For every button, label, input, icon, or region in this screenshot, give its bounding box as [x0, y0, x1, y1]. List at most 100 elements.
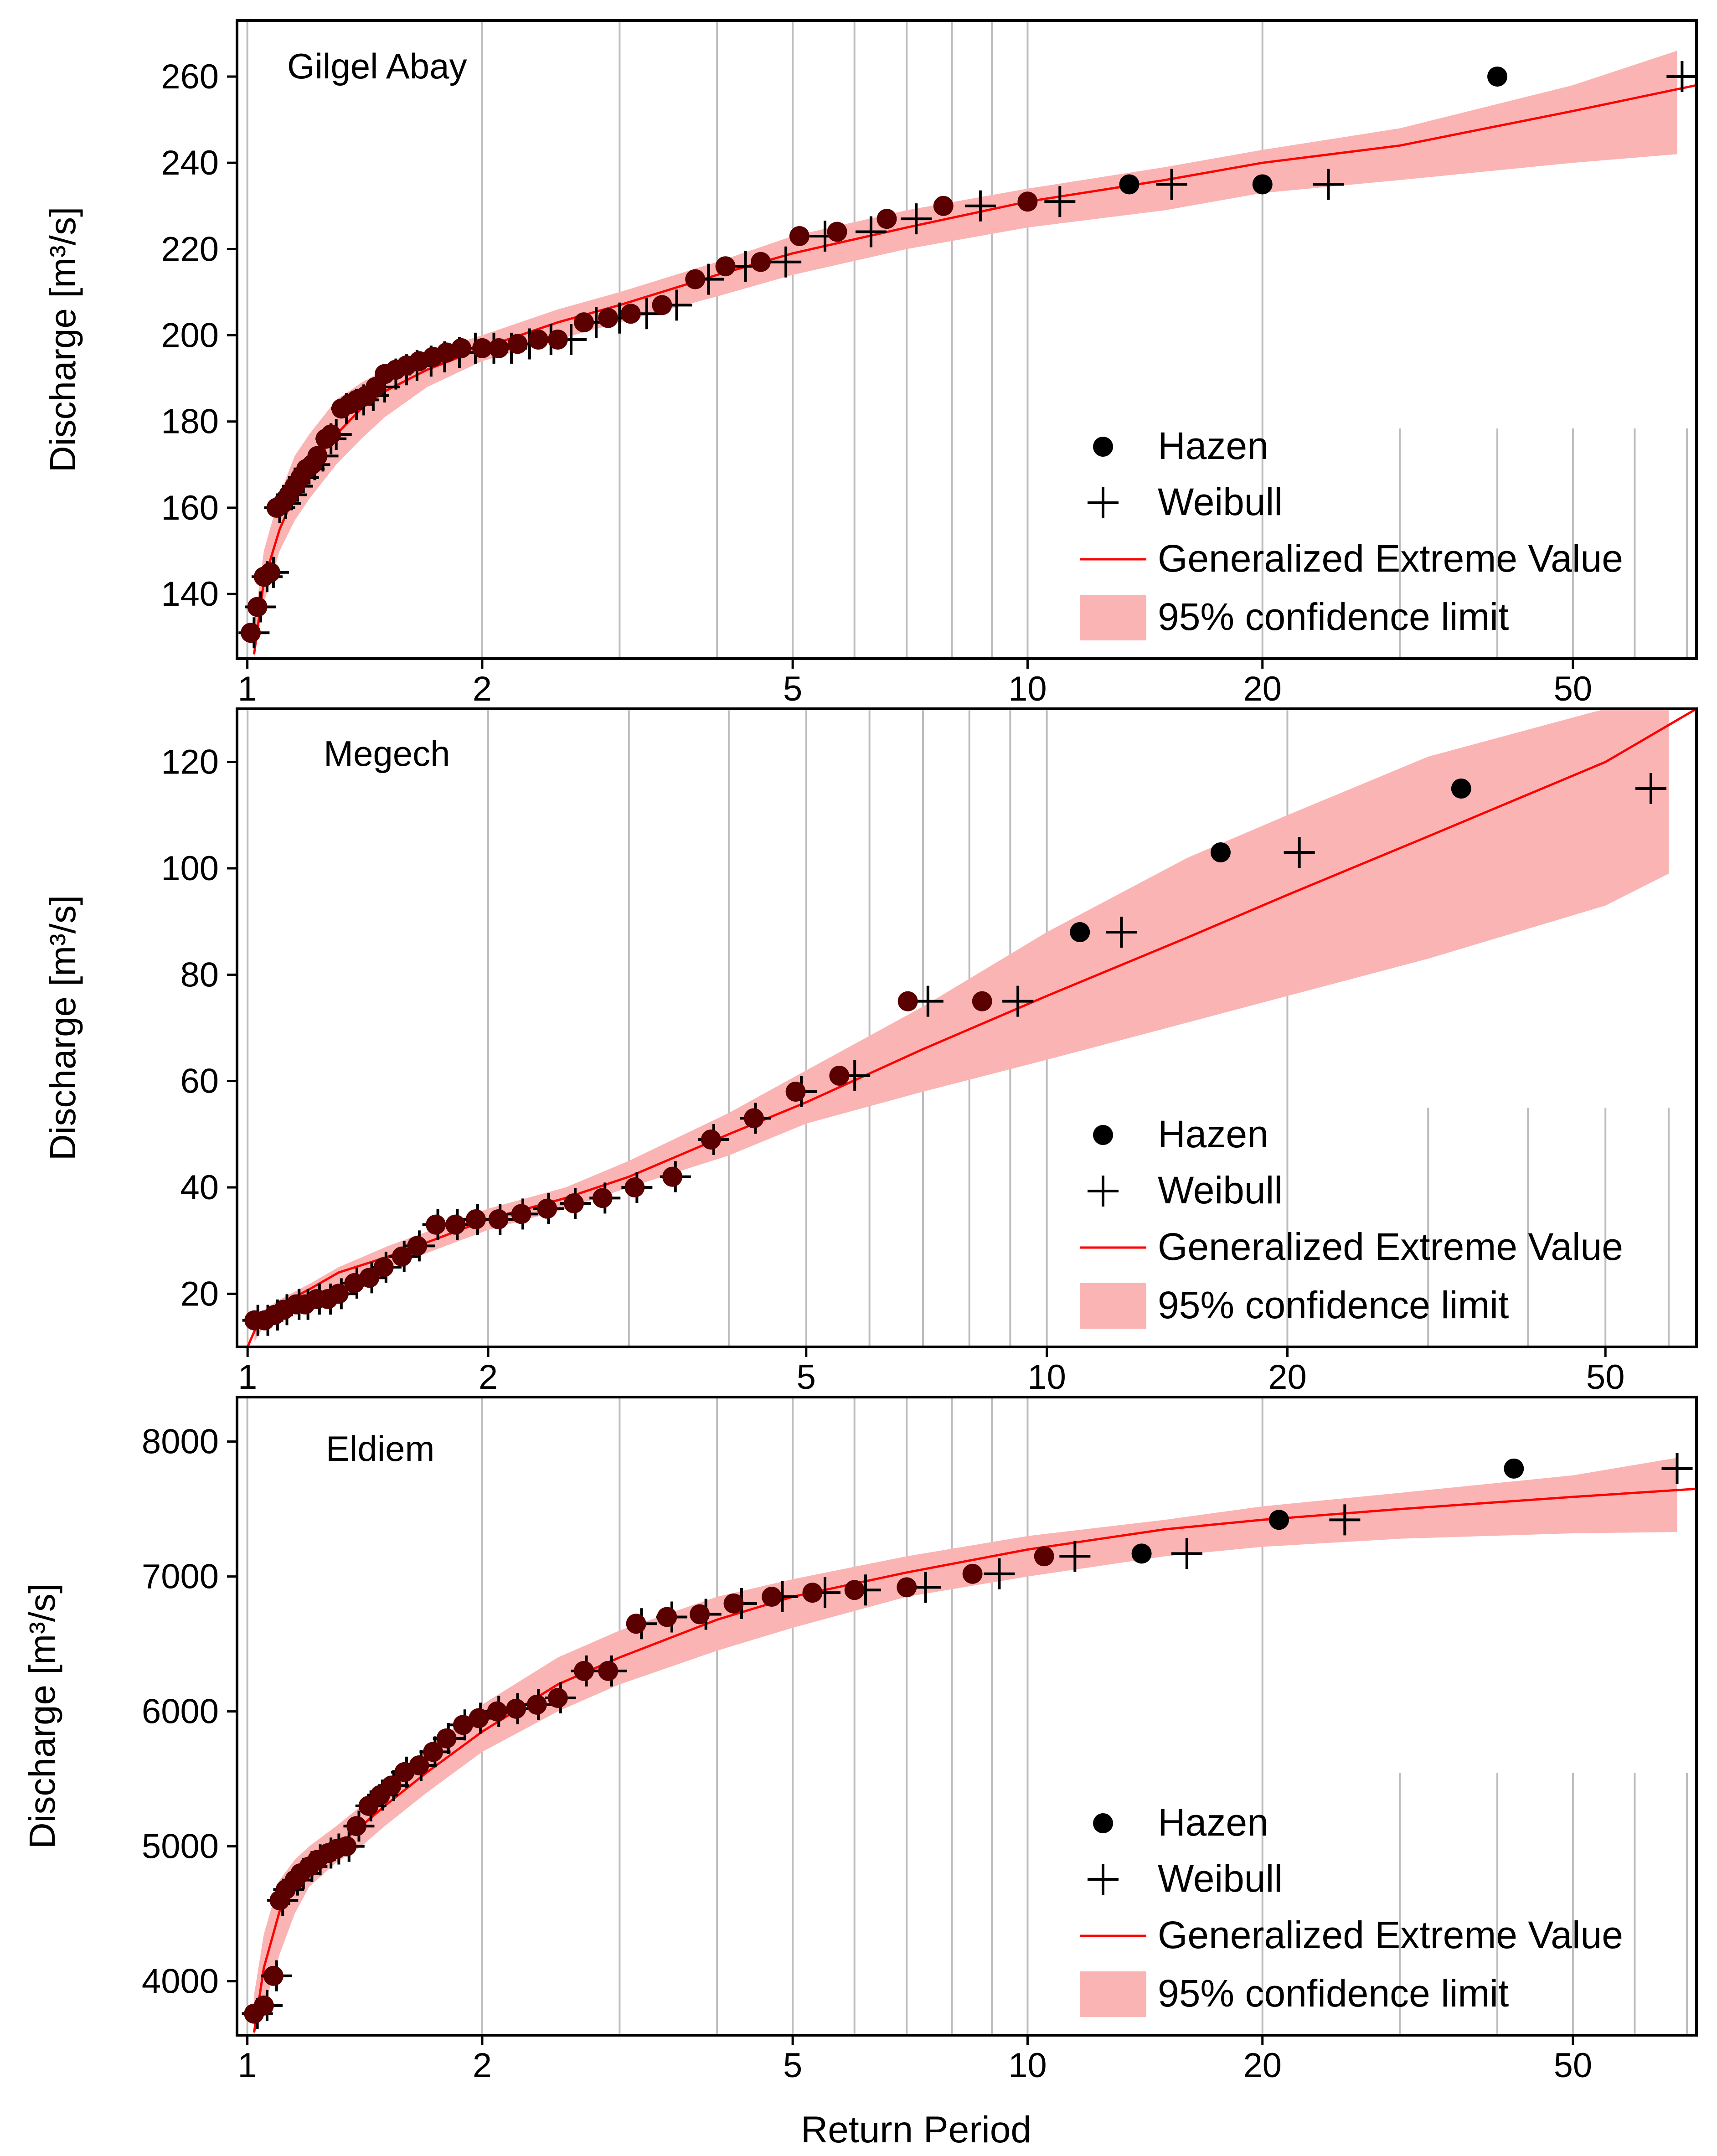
- weibull-point: [984, 1558, 1015, 1589]
- hazen-point: [877, 209, 897, 229]
- legend-hazen-label: Hazen: [1158, 1801, 1268, 1844]
- legend-weibull-label: Weibull: [1158, 1169, 1283, 1212]
- y-ticks: 140 160 180 200 220 240 260: [161, 57, 237, 614]
- legend-ci-swatch: [1080, 595, 1146, 640]
- legend-ci-swatch: [1080, 1283, 1146, 1329]
- weibull-point: [1044, 186, 1076, 217]
- hazen-point: [1487, 66, 1508, 87]
- hazen-point: [1210, 842, 1231, 862]
- legend-weibull-marker: [1088, 487, 1119, 518]
- weibull-point: [1106, 917, 1137, 948]
- hazen-point: [328, 1284, 349, 1304]
- hazen-point: [1252, 174, 1273, 195]
- x-tick-label: 2: [473, 670, 492, 708]
- weibull-point: [1313, 169, 1344, 200]
- legend-hazen-marker: [1093, 437, 1113, 457]
- hazen-point: [253, 1995, 274, 2016]
- hazen-point: [1451, 779, 1471, 799]
- y-tick-label: 80: [180, 955, 219, 994]
- hazen-point: [751, 252, 771, 272]
- hazen-point: [241, 623, 261, 643]
- hazen-point: [507, 334, 528, 354]
- x-tick-label: 10: [1008, 2046, 1047, 2085]
- panel-title: Eldiem: [326, 1429, 434, 1469]
- hazen-point: [762, 1587, 782, 1607]
- hazen-point: [263, 1965, 284, 1986]
- legend-hazen-marker: [1093, 1125, 1113, 1145]
- hazen-point: [506, 1698, 526, 1719]
- x-tick-label: 1: [238, 670, 257, 708]
- legend: Hazen Weibull Generalized Extreme Value 95%…: [1080, 1801, 1623, 2017]
- hazen-point: [488, 1209, 509, 1229]
- weibull-point: [855, 216, 887, 248]
- legend-ci-label: 95% confidence limit: [1158, 1972, 1509, 2015]
- hazen-points: [244, 1458, 1524, 2024]
- y-tick-label: 4000: [142, 1962, 219, 2001]
- hazen-point: [451, 338, 471, 358]
- hazen-point: [662, 1166, 683, 1187]
- legend-weibull-label: Weibull: [1158, 1857, 1283, 1900]
- weibull-point: [1284, 837, 1315, 868]
- hazen-point: [827, 222, 847, 242]
- hazen-point: [321, 424, 341, 445]
- y-tick-label: 7000: [142, 1558, 219, 1596]
- legend-gev-label: Generalized Extreme Value: [1158, 1225, 1623, 1268]
- hazen-point: [487, 1701, 507, 1722]
- weibull-point: [1002, 985, 1034, 1017]
- y-axis-label: Discharge [m³/s]: [42, 895, 83, 1161]
- hazen-point: [657, 1607, 677, 1627]
- hazen-point: [652, 295, 672, 315]
- hazen-point: [423, 1742, 443, 1762]
- hazen-point: [564, 1193, 584, 1213]
- hazen-point: [620, 304, 641, 324]
- legend-gev-label: Generalized Extreme Value: [1158, 1914, 1623, 1956]
- hazen-point: [1034, 1546, 1054, 1567]
- x-tick-label: 10: [1027, 1358, 1066, 1397]
- x-tick-label: 2: [479, 1358, 498, 1397]
- hazen-point: [465, 1209, 486, 1229]
- y-tick-label: 220: [161, 230, 219, 268]
- y-tick-label: 20: [180, 1274, 219, 1313]
- y-tick-label: 240: [161, 144, 219, 182]
- gridlines: [246, 21, 1688, 659]
- panel-title: Megech: [324, 733, 450, 774]
- legend-ci-label: 95% confidence limit: [1158, 595, 1509, 638]
- weibull-point: [901, 203, 932, 235]
- hazen-point: [592, 1188, 613, 1208]
- hazen-point: [690, 1604, 710, 1625]
- hazen-point: [392, 1246, 412, 1267]
- y-ticks: 4000 5000 6000 7000 8000: [142, 1423, 237, 2001]
- hazen-point: [426, 1214, 446, 1235]
- weibull-point: [1171, 1538, 1202, 1569]
- hazen-point: [785, 1082, 806, 1102]
- x-ticks: 1 2 5 10 20 50: [238, 1347, 1624, 1397]
- hazen-point: [1070, 922, 1090, 942]
- legend: Hazen Weibull Generalized Extreme Value 95%…: [1080, 1113, 1623, 1329]
- x-tick-label: 2: [473, 2046, 492, 2085]
- hazen-point: [598, 308, 619, 328]
- legend-hazen-label: Hazen: [1158, 1113, 1268, 1155]
- plot-frame: [236, 1396, 1698, 2037]
- gridlines: [247, 709, 1670, 1347]
- hazen-points: [241, 66, 1508, 643]
- legend-weibull-label: Weibull: [1158, 480, 1283, 523]
- y-tick-label: 180: [161, 402, 219, 441]
- weibull-point: [1635, 773, 1666, 804]
- y-tick-label: 5000: [142, 1827, 219, 1866]
- y-ticks: 20 40 60 80 100 120: [161, 743, 237, 1313]
- hazen-point: [247, 597, 268, 617]
- weibull-point: [1059, 1541, 1091, 1572]
- hazen-point: [445, 1214, 466, 1235]
- hazen-point: [715, 256, 736, 277]
- hazen-points: [244, 779, 1471, 1331]
- hazen-point: [1131, 1543, 1152, 1564]
- hazen-point: [359, 1268, 380, 1288]
- hazen-point: [844, 1580, 865, 1600]
- hazen-point: [547, 330, 568, 350]
- hazen-point: [1269, 1510, 1289, 1530]
- x-ticks: 1 2 5 10 20 50: [238, 659, 1592, 708]
- legend-gev-label: Generalized Extreme Value: [1158, 537, 1623, 580]
- hazen-point: [472, 338, 492, 358]
- hazen-point: [1504, 1458, 1524, 1479]
